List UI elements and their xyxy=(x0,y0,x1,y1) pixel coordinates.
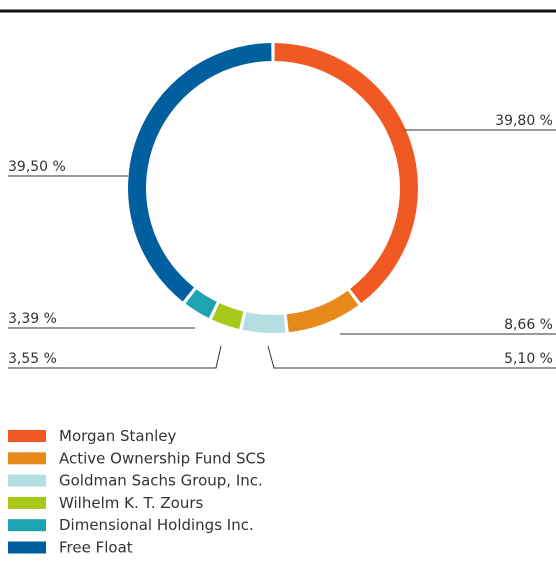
legend-label: Dimensional Holdings Inc. xyxy=(59,516,254,534)
donut-segment xyxy=(211,303,244,329)
value-label: 8,66 % xyxy=(504,317,553,333)
legend-swatch xyxy=(8,430,46,442)
legend-swatch xyxy=(8,496,46,509)
value-label: 39,80 % xyxy=(495,113,553,129)
legend-label: Goldman Sachs Group, Inc. xyxy=(59,472,263,490)
donut-segment xyxy=(242,312,286,333)
leader-line xyxy=(8,345,222,369)
legend-swatch xyxy=(8,519,46,532)
legend-swatch xyxy=(8,541,46,554)
donut-segment xyxy=(286,290,359,333)
value-label: 3,55 % xyxy=(8,351,57,367)
leader-line xyxy=(267,345,556,369)
donut-segment xyxy=(274,43,418,304)
legend-label: Wilhelm K. T. Zours xyxy=(59,494,204,512)
legend-label: Free Float xyxy=(59,539,133,557)
legend-swatch xyxy=(8,452,46,465)
donut-segment xyxy=(185,289,217,319)
legend-label: Morgan Stanley xyxy=(59,427,177,445)
value-label: 39,50 % xyxy=(8,159,66,175)
value-label: 5,10 % xyxy=(504,351,553,367)
donut-segment xyxy=(128,43,272,302)
legend-label: Active Ownership Fund SCS xyxy=(59,449,266,467)
value-label: 3,39 % xyxy=(8,311,57,327)
legend-swatch xyxy=(8,474,46,487)
